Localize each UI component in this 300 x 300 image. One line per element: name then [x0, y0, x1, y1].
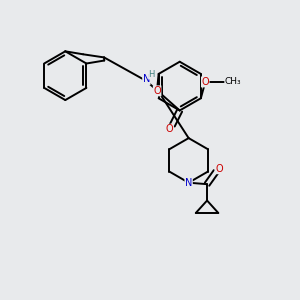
Text: O: O — [215, 164, 223, 174]
Text: N: N — [185, 178, 192, 188]
Text: O: O — [153, 86, 161, 96]
Text: CH₃: CH₃ — [225, 77, 242, 86]
Text: H: H — [148, 70, 155, 79]
Text: O: O — [202, 77, 209, 87]
Text: O: O — [166, 124, 173, 134]
Text: N: N — [143, 74, 150, 85]
